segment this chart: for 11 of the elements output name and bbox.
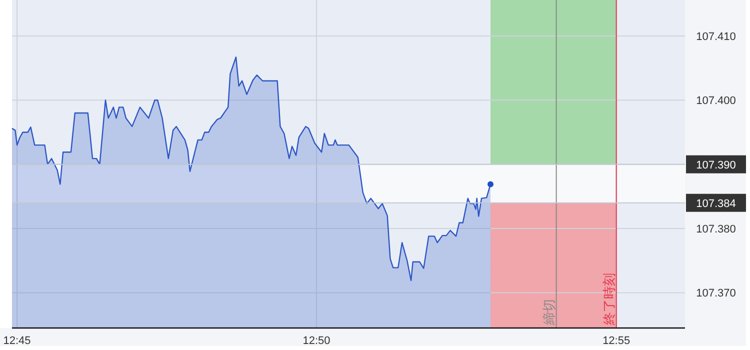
- ref-line-label: 締切: [541, 299, 556, 326]
- y-tick-label: 107.400: [696, 95, 736, 108]
- y-tick-label: 107.410: [696, 30, 736, 43]
- y-tick-label: 107.370: [696, 288, 736, 300]
- ref-line-label: 終了時刻: [601, 273, 616, 326]
- x-tick-label: 12:50: [302, 335, 330, 347]
- ref-line-label: 107.390: [696, 159, 736, 172]
- y-tick-label: 107.380: [696, 224, 736, 236]
- x-tick-label: 12:45: [3, 335, 31, 347]
- x-tick-label: 12:55: [602, 335, 630, 347]
- ref-line-label: 107.384: [696, 198, 736, 210]
